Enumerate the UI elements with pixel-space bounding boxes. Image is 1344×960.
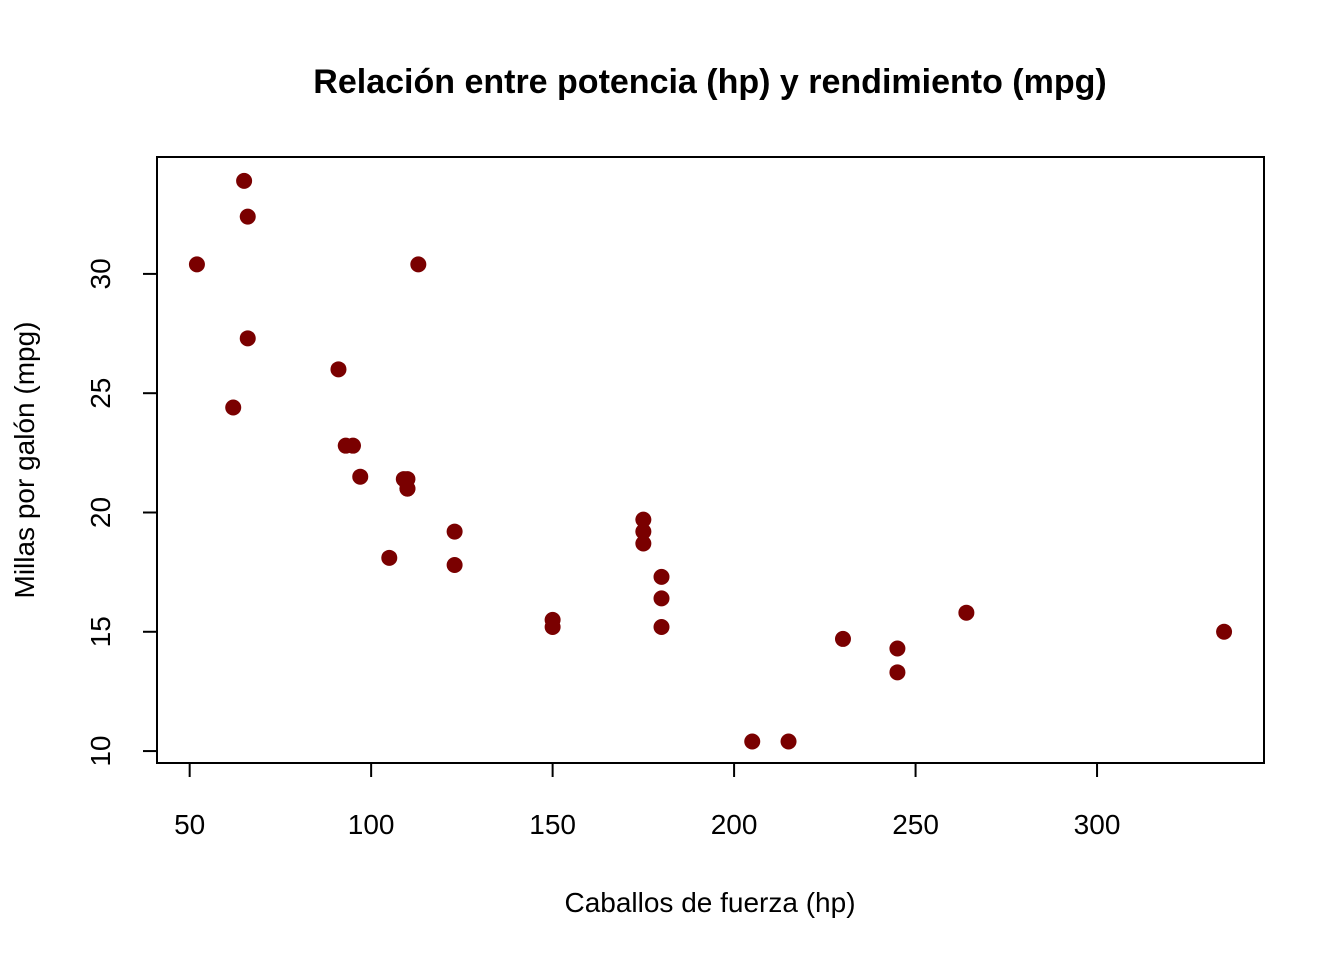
y-tick-label: 10 — [85, 735, 116, 766]
data-point — [344, 437, 361, 454]
data-point — [958, 604, 975, 621]
data-point — [239, 330, 256, 347]
data-point — [188, 256, 205, 273]
x-tick-label: 200 — [711, 809, 758, 840]
data-point — [239, 208, 256, 225]
data-point — [744, 733, 761, 750]
data-point — [780, 733, 797, 750]
chart-title: Relación entre potencia (hp) y rendimien… — [313, 63, 1106, 101]
x-tick-label: 50 — [174, 809, 205, 840]
x-tick-label: 150 — [529, 809, 576, 840]
y-tick-label: 25 — [85, 378, 116, 409]
data-point — [381, 549, 398, 566]
plot-frame — [156, 156, 1265, 764]
data-point — [635, 511, 652, 528]
x-axis: 50 100 150 200 250 300 — [174, 762, 1121, 840]
data-point — [446, 556, 463, 573]
x-tick-label: 100 — [348, 809, 395, 840]
data-point — [1216, 623, 1233, 640]
data-point — [446, 523, 463, 540]
data-points — [188, 172, 1233, 750]
y-tick-label: 15 — [85, 616, 116, 647]
data-point — [889, 640, 906, 657]
x-axis-label: Caballos de fuerza (hp) — [564, 887, 855, 918]
data-point — [395, 471, 412, 488]
data-point — [236, 172, 253, 189]
data-point — [635, 523, 652, 540]
x-tick-label: 250 — [892, 809, 939, 840]
data-point — [330, 361, 347, 378]
data-point — [352, 468, 369, 485]
data-point — [653, 619, 670, 636]
x-tick-label: 300 — [1074, 809, 1121, 840]
data-point — [653, 590, 670, 607]
data-point — [635, 535, 652, 552]
y-axis-label: Millas por galón (mpg) — [9, 322, 40, 599]
data-point — [410, 256, 427, 273]
data-point — [225, 399, 242, 416]
data-point — [544, 619, 561, 636]
data-point — [834, 630, 851, 647]
data-point — [889, 664, 906, 681]
data-point — [653, 568, 670, 585]
y-tick-label: 30 — [85, 258, 116, 289]
y-axis: 10 15 20 25 30 — [85, 258, 158, 767]
y-tick-label: 20 — [85, 497, 116, 528]
